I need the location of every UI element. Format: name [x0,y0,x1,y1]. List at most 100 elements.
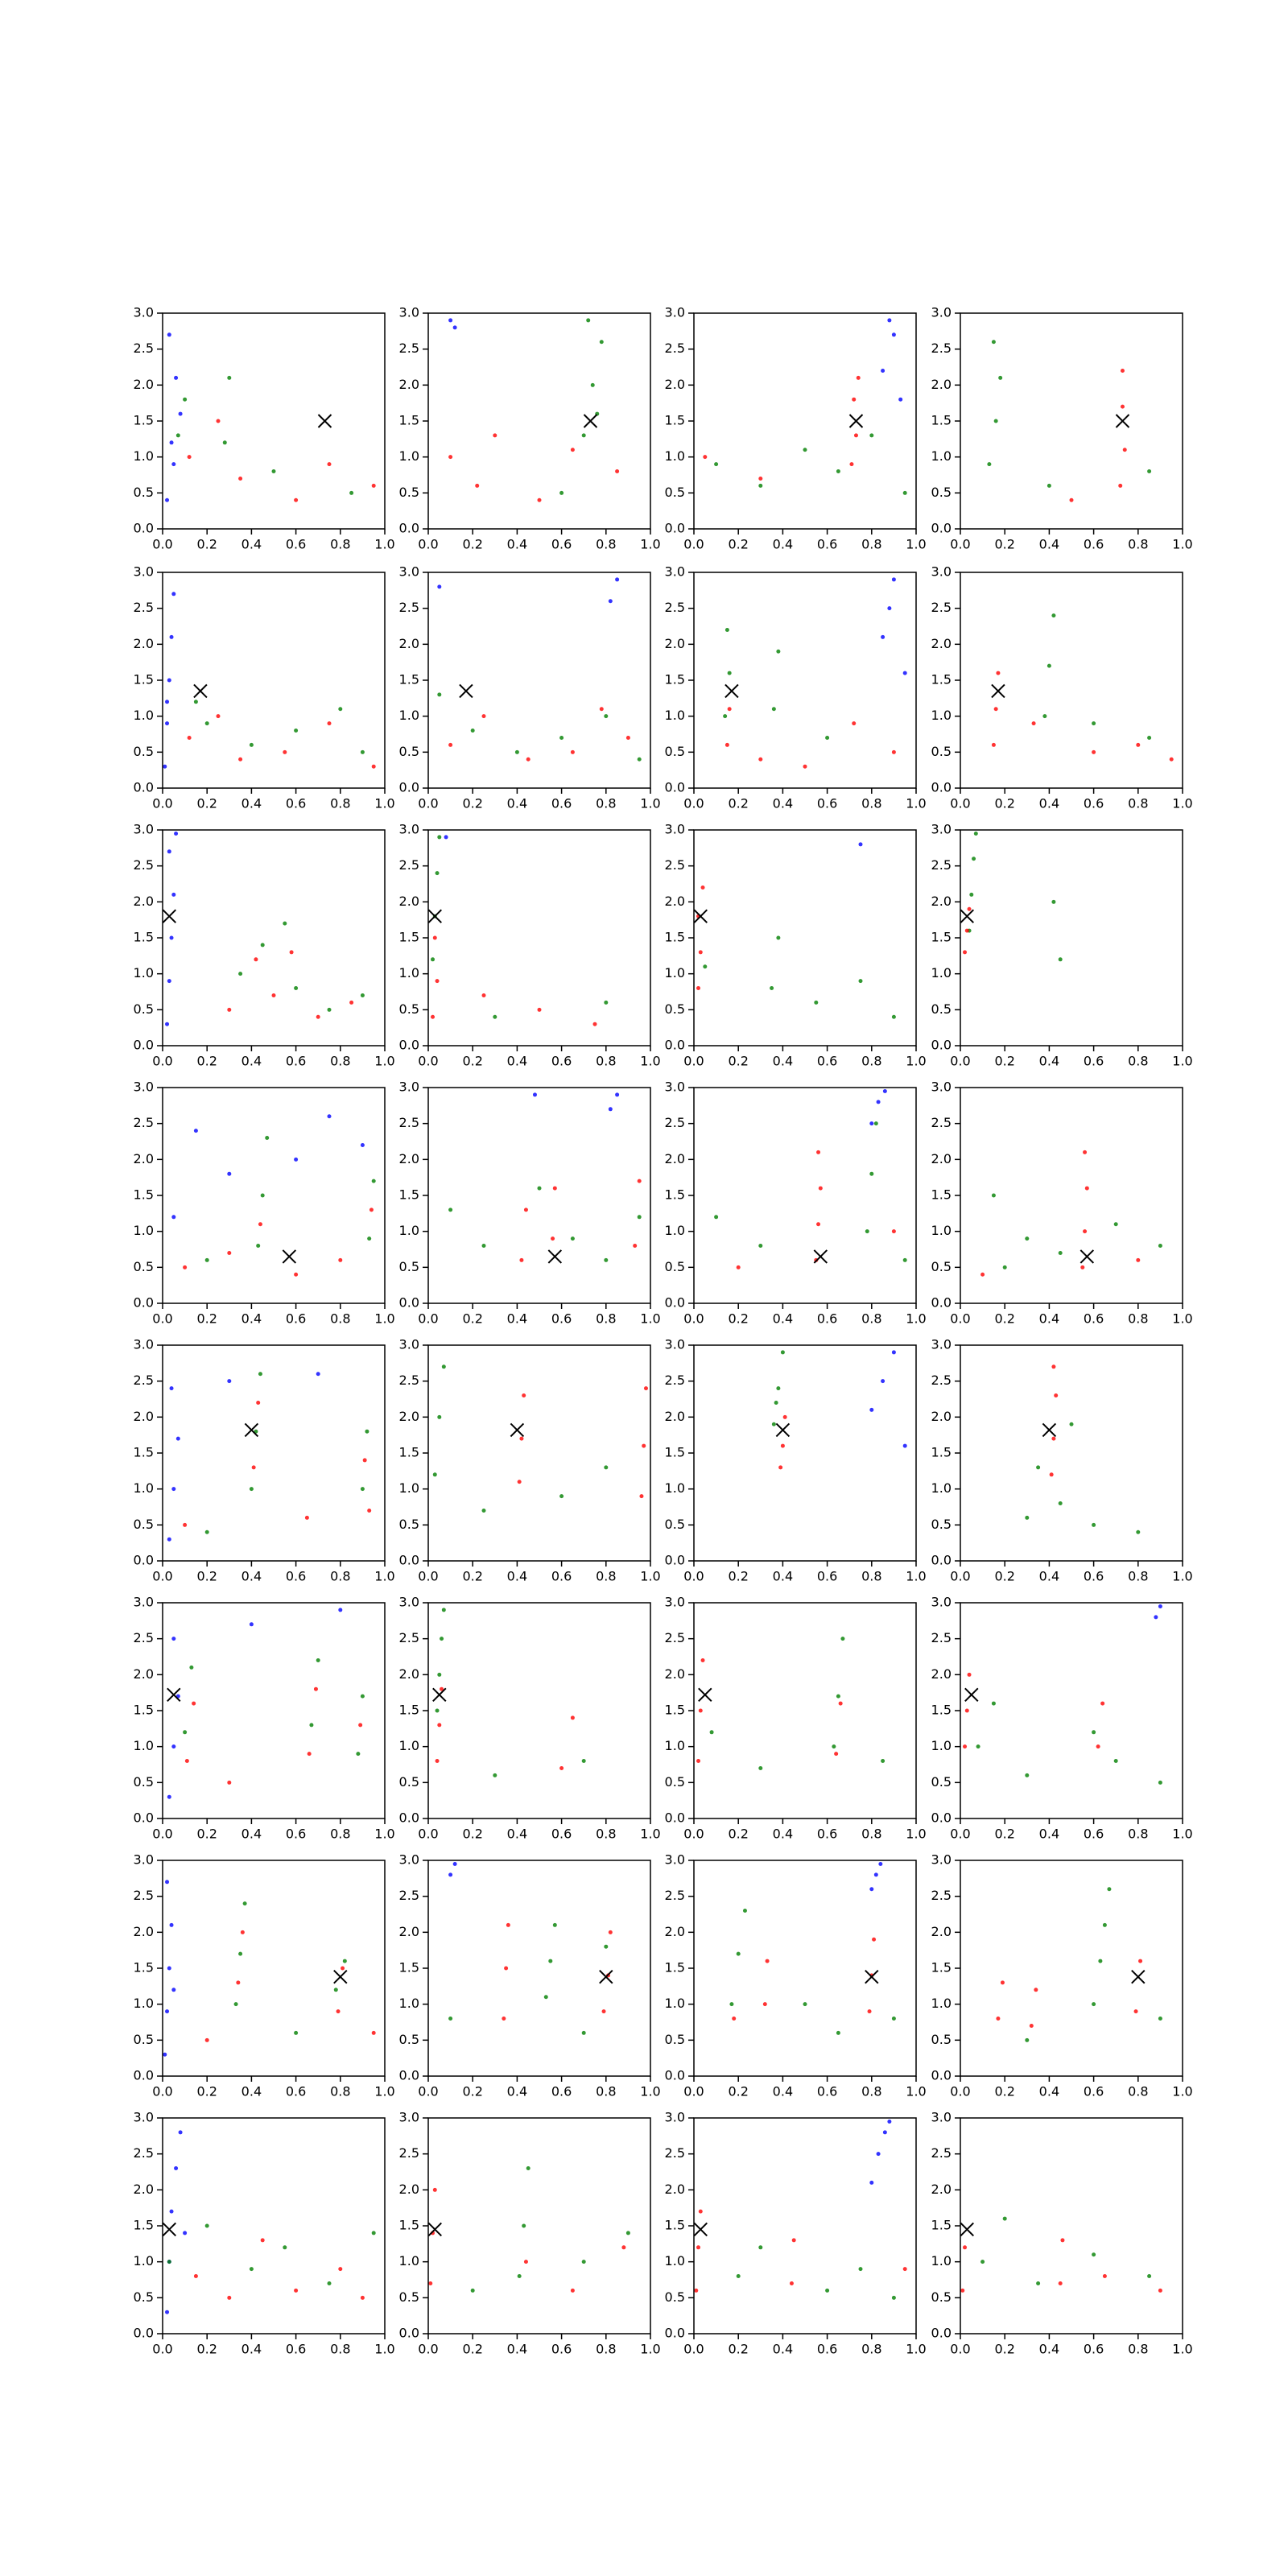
point [881,1379,886,1384]
x-tick-label: 0.4 [242,1054,262,1069]
x-tick-label: 0.4 [773,1827,793,1842]
point [780,1443,785,1448]
x-tick-label: 0.4 [1039,796,1059,811]
point [867,2009,872,2014]
point [1092,2002,1096,2007]
point [165,1022,170,1026]
point [723,714,728,719]
point [969,892,974,897]
point [216,419,221,423]
x-tick-label: 0.0 [418,1311,438,1327]
point [519,1257,524,1262]
point [1036,1465,1041,1470]
y-tick-label: 3.0 [931,1595,952,1610]
y-tick-label: 1.0 [399,1738,419,1753]
centroid-marker [547,1249,563,1264]
point [729,2002,734,2007]
x-tick-label: 0.4 [507,1054,527,1069]
y-tick-label: 2.5 [134,857,154,873]
point [431,957,436,962]
point [633,1244,638,1249]
subplot: 0.0 0.2 0.4 0.6 0.8 1.0 0.0 0.5 1.0 1.5 2.0 2.5 3.0 [399,1337,661,1584]
centroid-marker [1115,414,1130,428]
axes-frame [693,1087,917,1304]
y-tick-label: 3.0 [399,2110,419,2125]
y-tick-label: 0.5 [665,1259,685,1274]
point [448,742,453,747]
point [174,2166,179,2171]
y-tick-label: 1.0 [134,1223,154,1238]
y-tick-label: 3.0 [134,305,154,320]
x-tick-label: 0.2 [462,1827,482,1842]
y-tick-label: 0.5 [665,2032,685,2047]
x-tick-label: 1.0 [1172,2084,1192,2099]
y-tick-label: 0.5 [665,1001,685,1017]
point [360,1694,365,1699]
x-tick-label: 0.8 [596,2084,616,2099]
y-tick-label: 0.5 [665,2289,685,2305]
x-tick-label: 0.4 [1039,2084,1059,2099]
x-tick-label: 0.6 [286,1569,306,1584]
point [570,448,575,452]
x-tick-label: 0.0 [418,537,438,552]
x-tick-label: 0.4 [507,2084,527,2099]
axes-frame [960,829,1183,1046]
y-tick-label: 0.5 [665,485,685,500]
point [1120,368,1125,373]
x-tick-label: 1.0 [1172,796,1192,811]
point [165,497,170,502]
x-tick-label: 0.2 [728,2084,748,2099]
point [338,1257,343,1262]
x-tick-label: 0.2 [994,796,1014,811]
point [238,1951,243,1956]
y-tick-label: 1.5 [931,1960,952,1975]
centroid-marker [960,2222,974,2237]
y-tick-label: 2.0 [931,1924,952,1939]
point [227,1007,232,1012]
x-tick-label: 0.8 [330,2084,350,2099]
point [437,692,442,697]
point [238,757,243,762]
subplot: 0.0 0.2 0.4 0.6 0.8 1.0 0.0 0.5 1.0 1.5 2.0 2.5 3.0 [665,1852,927,2099]
point [240,1930,245,1934]
point [1154,1615,1158,1620]
y-tick-label: 2.0 [399,1924,419,1939]
point [523,1208,528,1212]
y-tick-label: 3.0 [665,1337,685,1352]
y-tick-label: 0.0 [134,2068,154,2083]
y-tick-label: 1.5 [931,2218,952,2233]
point [367,1508,372,1513]
point [963,1744,968,1749]
y-tick-label: 0.0 [399,2326,419,2341]
x-tick-label: 0.2 [462,1054,482,1069]
centroid-marker [1042,1422,1057,1438]
point [881,368,886,373]
point [1102,2274,1107,2279]
y-tick-label: 0.0 [399,1553,419,1568]
point [980,2260,985,2264]
y-tick-label: 1.0 [665,2253,685,2268]
point [976,1744,980,1749]
y-tick-label: 1.5 [665,1187,685,1203]
axes-frame [960,572,1183,789]
point [260,943,265,947]
point [435,1759,440,1764]
y-tick-label: 1.5 [399,1960,419,1975]
x-tick-label: 0.0 [950,537,970,552]
point [371,2231,376,2235]
point [249,1622,254,1627]
point [615,469,620,474]
point [435,979,440,984]
x-tick-label: 0.6 [551,1827,572,1842]
point [1060,2238,1065,2243]
point [233,2002,238,2007]
point [891,749,896,754]
y-tick-label: 3.0 [665,1595,685,1610]
point [289,950,294,955]
point [608,1930,613,1934]
point [876,1100,881,1104]
x-tick-label: 0.4 [773,2342,793,2357]
point [238,476,243,481]
point [1107,1887,1112,1892]
x-tick-label: 0.0 [152,1311,172,1327]
